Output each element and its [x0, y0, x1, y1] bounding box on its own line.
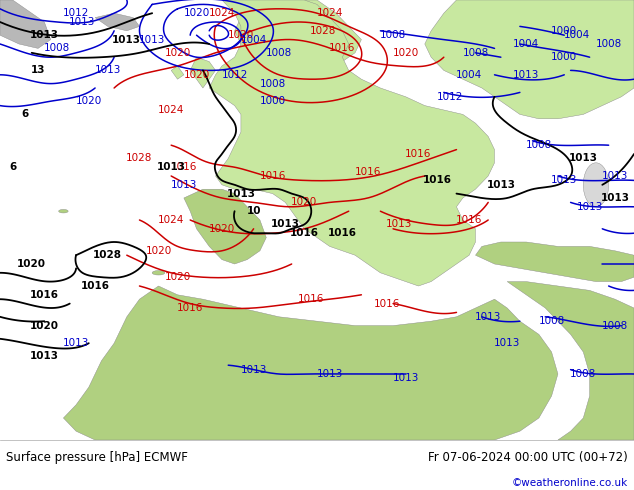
Text: 1008: 1008 [266, 48, 292, 58]
Polygon shape [425, 0, 634, 119]
Text: 1012: 1012 [63, 8, 89, 18]
Text: 1008: 1008 [259, 78, 286, 89]
Text: 1013: 1013 [157, 162, 186, 172]
Text: 1016: 1016 [177, 303, 204, 313]
Text: 1020: 1020 [164, 272, 191, 282]
Text: 1013: 1013 [139, 35, 165, 45]
Text: 1013: 1013 [30, 351, 59, 362]
Text: 1020: 1020 [392, 48, 419, 58]
Text: 1016: 1016 [423, 175, 452, 185]
Text: 1016: 1016 [329, 44, 356, 53]
Text: 1008: 1008 [380, 30, 406, 40]
Text: 1013: 1013 [392, 373, 419, 383]
Text: 1008: 1008 [526, 140, 552, 150]
Polygon shape [63, 286, 558, 440]
Text: 1013: 1013 [112, 35, 141, 45]
Text: 1020: 1020 [30, 320, 59, 331]
Text: 6: 6 [9, 162, 16, 172]
Text: Fr 07-06-2024 00:00 UTC (00+72): Fr 07-06-2024 00:00 UTC (00+72) [428, 451, 628, 464]
Text: Surface pressure [hPa] ECMWF: Surface pressure [hPa] ECMWF [6, 451, 188, 464]
Text: 1020: 1020 [209, 224, 235, 234]
Text: 1028: 1028 [93, 250, 122, 260]
Text: 1016: 1016 [30, 290, 59, 300]
Text: 1013: 1013 [94, 65, 121, 75]
Text: 1013: 1013 [240, 365, 267, 374]
Text: 1028: 1028 [126, 153, 153, 163]
Text: 1016: 1016 [328, 228, 357, 238]
Text: 1004: 1004 [564, 30, 590, 40]
Ellipse shape [583, 163, 609, 207]
Text: 1020: 1020 [164, 48, 191, 58]
Text: 1013: 1013 [486, 180, 515, 190]
Text: 13: 13 [31, 65, 45, 75]
Polygon shape [235, 0, 292, 57]
Polygon shape [476, 242, 634, 282]
Text: 1016: 1016 [171, 162, 197, 172]
Text: 1008: 1008 [462, 48, 489, 58]
Text: 1020: 1020 [228, 30, 254, 40]
Text: 1013: 1013 [271, 220, 300, 229]
Text: 1008: 1008 [595, 39, 622, 49]
Text: 1004: 1004 [513, 39, 540, 49]
Text: 1016: 1016 [373, 298, 400, 309]
Text: 1013: 1013 [316, 369, 343, 379]
Text: 1028: 1028 [310, 26, 337, 36]
Text: 1016: 1016 [405, 149, 432, 159]
Ellipse shape [58, 209, 68, 213]
Text: 1013: 1013 [171, 180, 197, 190]
Text: 1013: 1013 [602, 171, 628, 181]
Text: 1016: 1016 [259, 171, 286, 181]
Text: 1020: 1020 [145, 246, 172, 256]
Text: 1013: 1013 [513, 70, 540, 80]
Text: 1008: 1008 [538, 316, 565, 326]
Text: 1013: 1013 [551, 175, 578, 185]
Text: 1013: 1013 [69, 17, 96, 27]
Text: 1013: 1013 [386, 220, 413, 229]
Text: 1012: 1012 [437, 92, 463, 102]
Text: 6: 6 [22, 109, 29, 120]
Text: ©weatheronline.co.uk: ©weatheronline.co.uk [512, 477, 628, 488]
Text: 1012: 1012 [221, 70, 248, 80]
Text: 1008: 1008 [570, 369, 597, 379]
Polygon shape [184, 189, 266, 264]
Text: 1024: 1024 [158, 215, 184, 225]
Text: 1020: 1020 [291, 197, 318, 207]
Text: 1024: 1024 [158, 105, 184, 115]
Polygon shape [266, 0, 361, 62]
Text: 1013: 1013 [30, 30, 59, 40]
Text: 1016: 1016 [290, 228, 319, 238]
Text: 1004: 1004 [240, 35, 267, 45]
Text: 1024: 1024 [316, 8, 343, 18]
Text: 1013: 1013 [226, 189, 256, 198]
Text: 1020: 1020 [183, 8, 210, 18]
Text: 1004: 1004 [456, 70, 482, 80]
Text: 1016: 1016 [354, 167, 381, 176]
Text: 10: 10 [247, 206, 261, 216]
Text: 1013: 1013 [494, 338, 521, 348]
Text: 1000: 1000 [551, 52, 578, 62]
Ellipse shape [152, 270, 165, 275]
Text: 1013: 1013 [576, 202, 603, 212]
Text: 1008: 1008 [602, 320, 628, 331]
Text: 1013: 1013 [63, 338, 89, 348]
Text: 1016: 1016 [456, 215, 482, 225]
Text: 1013: 1013 [475, 312, 501, 322]
Text: 1016: 1016 [81, 281, 110, 291]
Polygon shape [209, 0, 495, 286]
Text: 1013: 1013 [600, 193, 630, 203]
Text: 1020: 1020 [183, 70, 210, 80]
Polygon shape [190, 57, 216, 88]
Polygon shape [95, 13, 139, 31]
Text: 1024: 1024 [209, 8, 235, 18]
Polygon shape [0, 0, 51, 49]
Text: 1000: 1000 [259, 96, 286, 106]
Text: 1016: 1016 [297, 294, 324, 304]
Text: 1000: 1000 [551, 26, 578, 36]
Text: 1008: 1008 [44, 44, 70, 53]
Text: 1020: 1020 [75, 96, 102, 106]
Polygon shape [171, 66, 184, 79]
Polygon shape [507, 282, 634, 440]
Text: 1020: 1020 [17, 259, 46, 269]
Text: 1013: 1013 [569, 153, 598, 163]
